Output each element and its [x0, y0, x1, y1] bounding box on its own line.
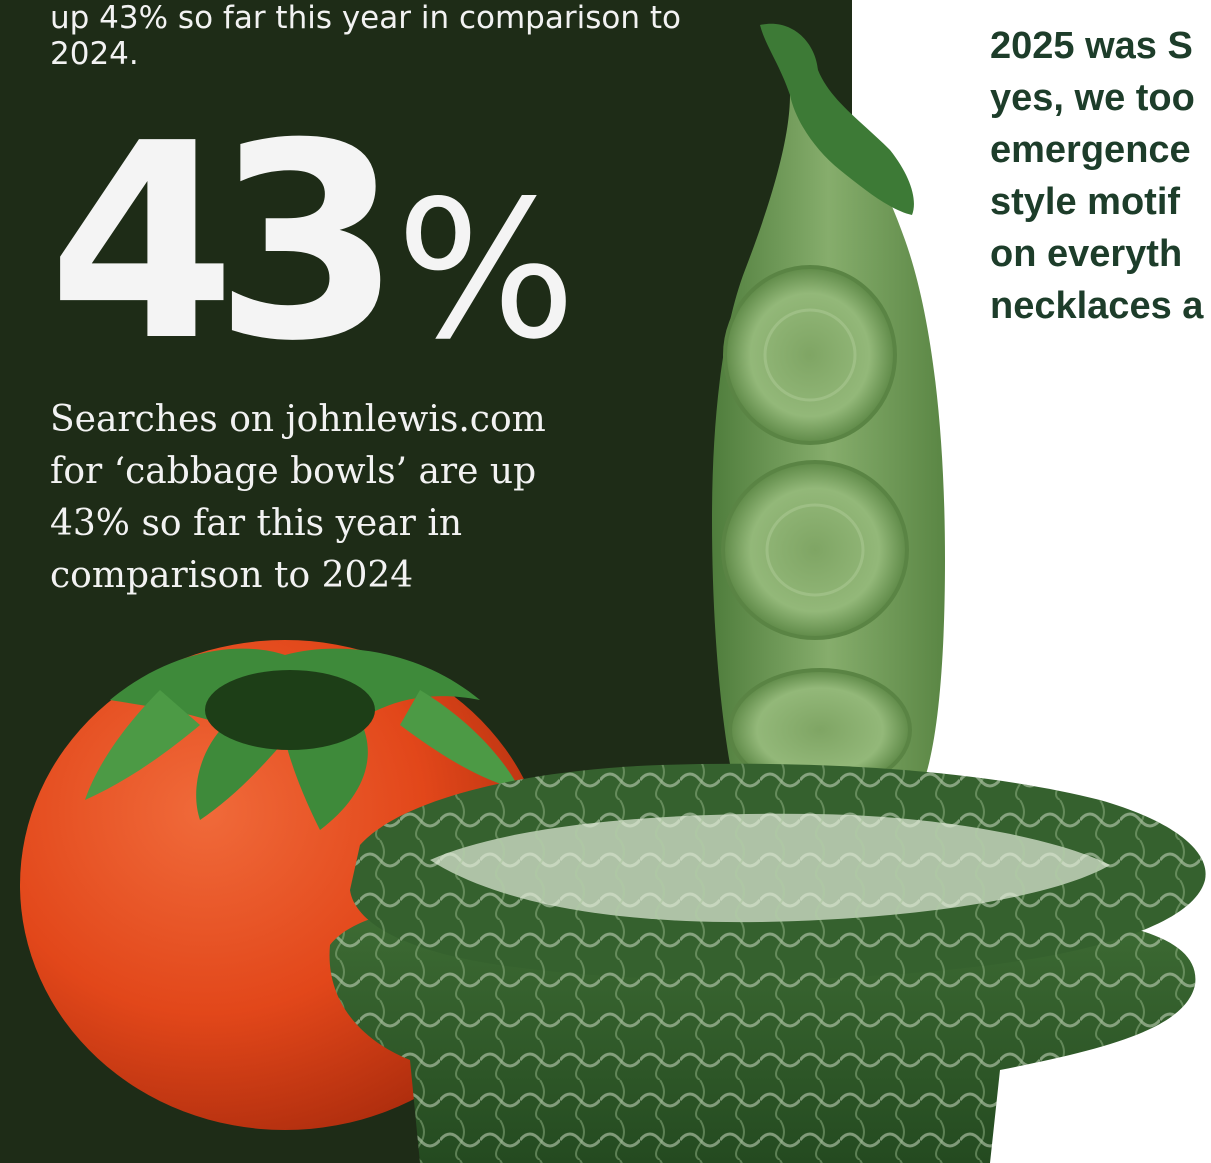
- big-stat-percent: %: [395, 160, 577, 381]
- right-text-line: yes, we too: [990, 77, 1195, 119]
- big-stat-number: 43: [48, 85, 402, 400]
- right-text-line: style motif: [990, 181, 1181, 223]
- pea-pod-dish: [712, 23, 945, 800]
- right-text-line: emergence: [990, 129, 1191, 171]
- right-text-line: 2025 was S: [990, 25, 1193, 67]
- search-stat-caption: Searches on johnlewis.com for ‘cabbage b…: [50, 399, 546, 596]
- right-column-text: 2025 was S yes, we too emergence style m…: [990, 20, 1211, 332]
- big-stat: 43%: [48, 108, 576, 406]
- right-text-line: on everyth: [990, 233, 1183, 275]
- top-caption: up 43% so far this year in comparison to…: [50, 0, 681, 72]
- right-text-line: necklaces a: [990, 285, 1204, 327]
- cabbage-bowls: [329, 763, 1206, 1163]
